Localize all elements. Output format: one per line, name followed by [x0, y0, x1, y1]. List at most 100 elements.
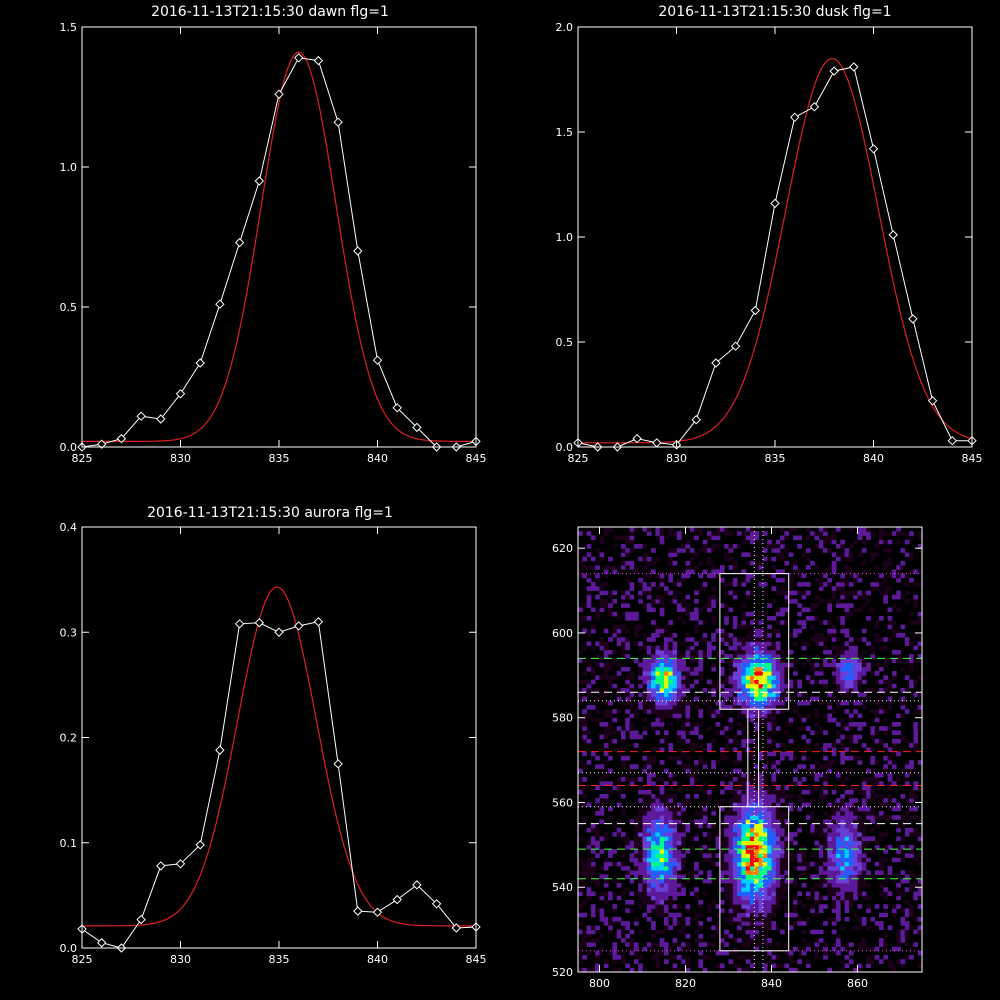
- heatmap-cell: [741, 806, 747, 812]
- heatmap-cell: [775, 887, 781, 892]
- heatmap-cell: [836, 688, 841, 693]
- heatmap-cell: [655, 840, 661, 846]
- heatmap-cell: [861, 700, 867, 706]
- heatmap-cell: [698, 743, 704, 748]
- heatmap-cell: [629, 671, 635, 676]
- heatmap-cell: [707, 904, 712, 909]
- heatmap-cell: [810, 679, 815, 685]
- heatmap-cell: [676, 840, 682, 846]
- heatmap-cell: [719, 806, 725, 812]
- heatmap-cell: [745, 675, 751, 680]
- heatmap-cell: [771, 794, 777, 799]
- heatmap-cell: [805, 607, 811, 613]
- heatmap-cell: [810, 908, 815, 913]
- heatmap-cell: [810, 874, 815, 880]
- heatmap-cell: [831, 717, 837, 723]
- heatmap-cell: [595, 565, 600, 570]
- heatmap-cell: [896, 649, 901, 655]
- heatmap-cell: [900, 921, 906, 926]
- heatmap-cell: [887, 760, 893, 765]
- heatmap-cell: [758, 832, 764, 837]
- heatmap-cell: [651, 569, 656, 574]
- heatmap-cell: [913, 582, 919, 587]
- heatmap-cell: [866, 666, 871, 672]
- heatmap-cell: [887, 573, 893, 579]
- heatmap-cell: [750, 900, 755, 905]
- heatmap-cell: [844, 675, 850, 680]
- heatmap-cell: [780, 683, 785, 689]
- heatmap-cell: [578, 891, 583, 897]
- heatmap-cell: [775, 688, 781, 693]
- heatmap-cell: [745, 938, 751, 943]
- heatmap-cell: [745, 967, 751, 972]
- heatmap-cell: [676, 883, 682, 888]
- heatmap-cell: [732, 802, 738, 808]
- heatmap-cell: [586, 827, 592, 833]
- heatmap-cell: [724, 641, 729, 646]
- heatmap-cell: [896, 633, 901, 638]
- heatmap-cell: [612, 611, 618, 617]
- heatmap-cell: [810, 696, 815, 702]
- heatmap-cell: [836, 878, 841, 884]
- heatmap-cell: [857, 760, 863, 765]
- heatmap-cell: [638, 819, 643, 824]
- heatmap-cell: [698, 900, 704, 905]
- heatmap-cell: [659, 870, 665, 875]
- heatmap-cell: [831, 586, 837, 591]
- heatmap-cell: [741, 912, 747, 918]
- heatmap-cell: [741, 794, 747, 799]
- data-point-marker: [195, 840, 205, 850]
- heatmap-cell: [724, 878, 729, 884]
- heatmap-cell: [603, 832, 609, 837]
- heatmap-cell: [629, 594, 635, 600]
- heatmap-cell: [844, 582, 850, 587]
- heatmap-cell: [891, 912, 897, 918]
- heatmap-cell: [909, 679, 914, 685]
- heatmap-cell: [818, 666, 824, 672]
- heatmap-cell: [844, 641, 850, 646]
- heatmap-cell: [646, 679, 652, 685]
- heatmap-cell: [642, 815, 648, 820]
- heatmap-cell: [917, 916, 922, 922]
- heatmap-cell: [793, 866, 798, 871]
- heatmap-cell: [707, 874, 712, 880]
- heatmap-cell: [681, 798, 686, 803]
- heatmap-cell: [874, 544, 880, 549]
- heatmap-cell: [681, 641, 686, 646]
- heatmap-cell: [853, 738, 858, 744]
- heatmap-cell: [823, 853, 828, 858]
- heatmap-cell: [844, 768, 850, 774]
- heatmap-cell: [831, 883, 837, 888]
- heatmap-cell: [646, 895, 652, 901]
- heatmap-cell: [810, 730, 815, 735]
- heatmap-cell: [887, 637, 893, 642]
- heatmap-cell: [681, 840, 686, 846]
- heatmap-cell: [758, 844, 764, 850]
- heatmap-cell: [672, 832, 678, 837]
- heatmap-cell: [689, 637, 695, 642]
- x-tick-label: 835: [269, 953, 290, 966]
- heatmap-cell: [586, 929, 592, 935]
- heatmap-cell: [861, 794, 867, 799]
- heatmap-cell: [728, 645, 734, 651]
- heatmap-cell: [793, 967, 798, 972]
- heatmap-cell: [853, 967, 858, 972]
- heatmap-cell: [629, 734, 635, 740]
- heatmap-cell: [896, 929, 901, 935]
- heatmap-cell: [814, 840, 820, 846]
- heatmap-cell: [784, 560, 790, 566]
- heatmap-cell: [870, 531, 876, 536]
- heatmap-cell: [840, 819, 845, 824]
- heatmap-cell: [754, 675, 759, 680]
- heatmap-cell: [702, 654, 708, 659]
- heatmap-cell: [603, 883, 609, 888]
- heatmap-cell: [633, 569, 639, 574]
- heatmap-cell: [702, 878, 708, 884]
- heatmap-cell: [698, 904, 704, 909]
- heatmap-cell: [642, 806, 648, 812]
- heatmap-cell: [840, 878, 845, 884]
- heatmap-cell: [659, 607, 665, 613]
- heatmap-cell: [664, 637, 669, 642]
- heatmap-cell: [728, 908, 734, 913]
- heatmap-cell: [917, 891, 922, 897]
